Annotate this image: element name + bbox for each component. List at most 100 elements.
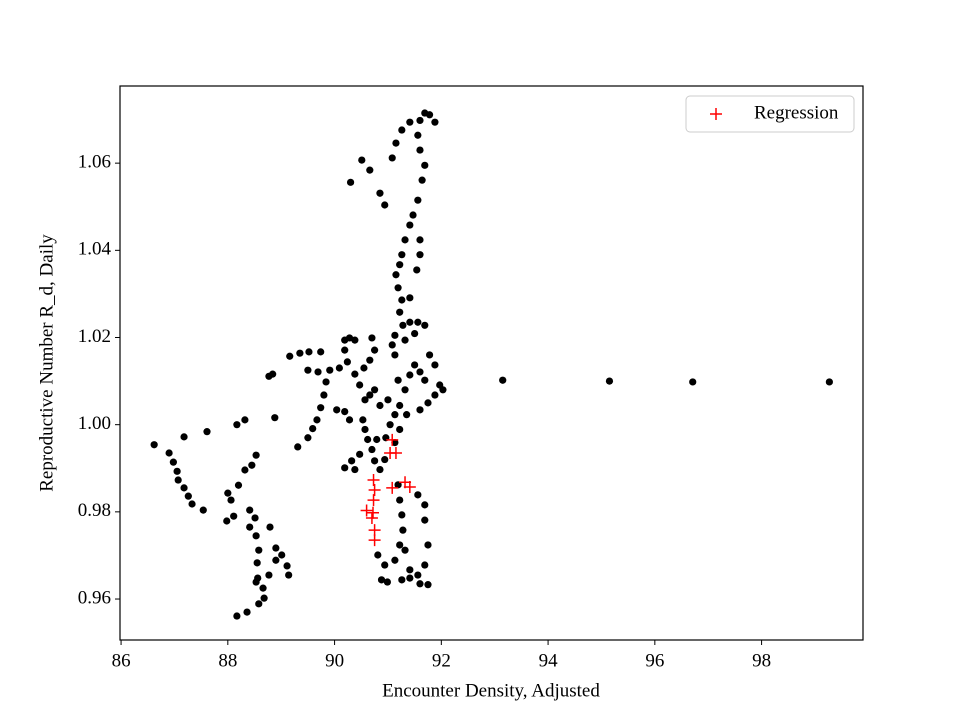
point (499, 376, 507, 384)
point (394, 481, 402, 489)
point (396, 308, 404, 316)
point (341, 408, 349, 416)
point (416, 251, 424, 259)
point (322, 378, 330, 386)
point (431, 118, 439, 126)
point (371, 386, 379, 394)
point (396, 425, 404, 434)
point (283, 562, 291, 570)
point (285, 571, 293, 579)
x-tick-label: 88 (218, 650, 237, 671)
point (367, 506, 380, 519)
point (391, 411, 399, 419)
point (365, 511, 378, 524)
point (294, 443, 302, 451)
point (351, 336, 359, 344)
point (391, 556, 399, 564)
point (359, 416, 367, 424)
point (396, 261, 404, 269)
x-tick-label: 94 (539, 650, 559, 671)
point (381, 455, 389, 464)
point (377, 576, 386, 584)
point (351, 465, 359, 474)
y-tick-label: 1.00 (78, 413, 111, 434)
point (381, 561, 389, 569)
point (413, 266, 421, 274)
point (398, 576, 406, 584)
point (366, 356, 374, 364)
point (286, 352, 294, 360)
point (278, 551, 286, 559)
point (252, 578, 260, 586)
point (416, 368, 424, 376)
point (401, 336, 409, 344)
x-tick-label: 90 (325, 650, 344, 671)
point (605, 377, 614, 385)
point (401, 546, 409, 554)
point (401, 386, 409, 394)
point (335, 364, 343, 372)
point (406, 574, 414, 582)
legend-label: Regression (754, 102, 839, 123)
point (374, 551, 382, 559)
point (255, 546, 263, 554)
point (368, 445, 376, 454)
point (396, 496, 404, 504)
point (265, 571, 273, 579)
x-tick-label: 92 (432, 650, 451, 671)
point (421, 501, 429, 509)
point (376, 401, 384, 410)
point (388, 341, 396, 349)
point (396, 401, 404, 410)
point (388, 154, 396, 162)
point (368, 334, 376, 342)
point (439, 386, 447, 394)
point (251, 514, 259, 522)
y-tick-label: 1.02 (78, 326, 111, 347)
point (398, 511, 406, 519)
point (356, 381, 364, 389)
point (199, 506, 207, 514)
y-tick-label: 0.96 (78, 587, 111, 608)
point (346, 178, 355, 186)
point (373, 435, 381, 444)
point (416, 116, 424, 125)
point (403, 481, 416, 494)
point (401, 236, 409, 244)
point (424, 541, 432, 549)
point (431, 391, 439, 399)
point (313, 416, 321, 424)
point (351, 370, 359, 378)
y-axis-label: Reproductive Number R_d, Daily (36, 234, 57, 492)
point (233, 421, 241, 429)
point (406, 294, 414, 302)
point (368, 534, 381, 547)
point (421, 561, 429, 569)
point (361, 425, 369, 434)
point (296, 349, 304, 357)
legend-box (685, 95, 855, 133)
point (304, 434, 312, 442)
point (411, 329, 419, 338)
point (376, 189, 384, 197)
point (253, 559, 261, 567)
point (392, 139, 400, 147)
point (317, 404, 325, 412)
point (403, 411, 411, 419)
point (234, 481, 243, 489)
point (358, 156, 366, 164)
point (230, 512, 238, 520)
point (394, 376, 402, 384)
point (383, 578, 392, 586)
point (266, 523, 274, 531)
point (341, 464, 349, 472)
point (271, 414, 279, 422)
point (368, 484, 381, 497)
point (203, 428, 211, 436)
point (399, 526, 407, 534)
point (260, 594, 268, 602)
point (252, 451, 260, 459)
point (386, 481, 399, 494)
point (386, 421, 394, 429)
